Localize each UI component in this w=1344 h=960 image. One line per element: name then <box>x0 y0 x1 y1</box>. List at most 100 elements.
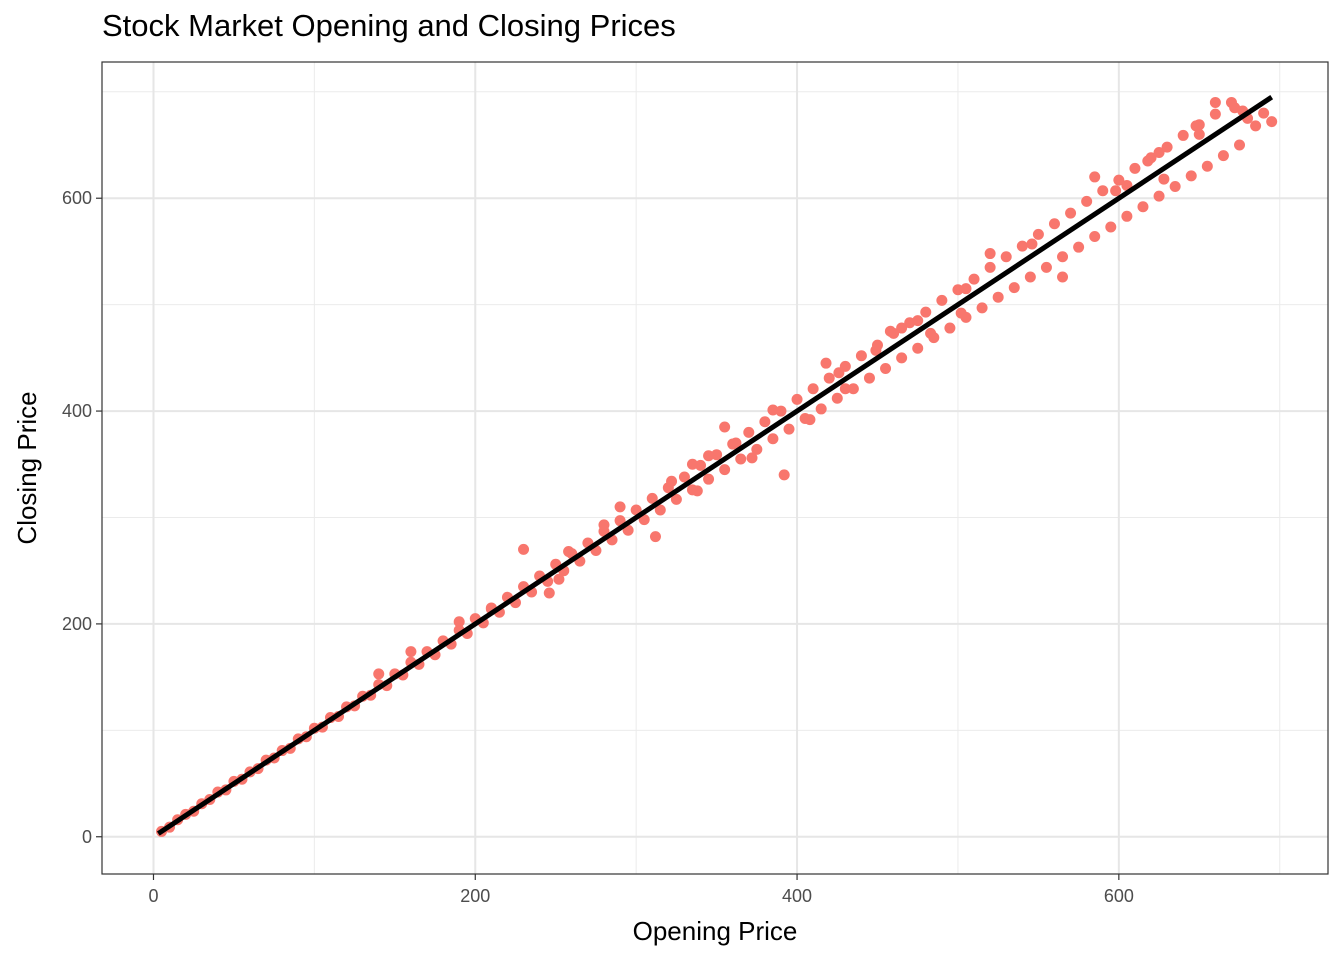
data-point <box>598 519 610 531</box>
data-point <box>791 393 803 405</box>
data-point <box>925 327 937 339</box>
data-point <box>695 459 707 471</box>
data-point <box>823 372 835 384</box>
data-point <box>614 501 626 513</box>
x-tick-label: 200 <box>460 886 490 906</box>
x-tick-label: 400 <box>782 886 812 906</box>
data-point <box>1032 228 1044 240</box>
data-point <box>1057 251 1069 263</box>
data-point <box>373 668 385 680</box>
data-point <box>992 291 1004 303</box>
data-point <box>1158 173 1170 185</box>
data-point <box>767 404 779 416</box>
data-point <box>1169 181 1181 193</box>
data-point <box>831 392 843 404</box>
data-point <box>1089 171 1101 183</box>
data-point <box>405 646 417 658</box>
data-point <box>1185 170 1197 182</box>
y-axis-title: Closing Price <box>12 391 42 544</box>
data-point <box>815 403 827 415</box>
data-point <box>1153 190 1165 202</box>
data-point <box>884 325 896 337</box>
data-point <box>783 423 795 435</box>
data-point <box>453 616 465 628</box>
data-point <box>719 464 731 476</box>
data-point <box>984 261 996 273</box>
y-tick-label: 400 <box>62 401 92 421</box>
data-point <box>670 493 682 505</box>
data-point <box>678 471 690 483</box>
data-point <box>649 531 661 543</box>
data-point <box>1129 162 1141 174</box>
data-point <box>1258 107 1270 119</box>
data-point <box>863 372 875 384</box>
data-point <box>912 315 924 327</box>
data-point <box>1209 96 1221 108</box>
data-point <box>880 362 892 374</box>
data-point <box>767 433 779 445</box>
data-point <box>691 485 703 497</box>
data-point <box>1193 128 1205 140</box>
data-point <box>1105 221 1117 233</box>
data-point <box>1113 174 1125 186</box>
y-tick-label: 600 <box>62 188 92 208</box>
data-point <box>976 302 988 314</box>
data-point <box>855 350 867 362</box>
data-point <box>952 284 964 296</box>
data-point <box>759 416 771 428</box>
data-point <box>1048 218 1060 230</box>
data-point <box>711 449 723 461</box>
data-point <box>896 322 908 334</box>
data-point <box>1026 238 1038 250</box>
trend-line <box>156 95 1274 836</box>
data-point <box>1161 141 1173 153</box>
data-point <box>735 453 747 465</box>
y-axis-ticks: 0 200 400 600 <box>62 188 102 847</box>
data-point <box>1008 282 1020 294</box>
data-point <box>912 342 924 354</box>
data-point <box>518 543 530 555</box>
data-point <box>1024 271 1036 283</box>
data-point <box>1089 231 1101 243</box>
data-point <box>820 357 832 369</box>
x-tick-label: 0 <box>148 886 158 906</box>
data-point <box>553 573 565 585</box>
data-point <box>804 414 816 426</box>
data-point <box>686 458 698 470</box>
plot-border <box>101 61 1329 875</box>
data-point <box>775 405 787 417</box>
data-point <box>1234 139 1246 151</box>
data-point <box>870 344 882 356</box>
data-point <box>778 469 790 481</box>
minor-gridlines <box>102 62 1328 874</box>
data-point <box>1065 207 1077 219</box>
x-axis-ticks: 0 200 400 600 <box>148 874 1134 906</box>
data-point <box>1016 240 1028 252</box>
data-point <box>1177 129 1189 141</box>
data-point <box>807 383 819 395</box>
data-point <box>563 546 575 558</box>
y-tick-label: 0 <box>82 827 92 847</box>
major-gridlines <box>102 62 1328 874</box>
data-point <box>1190 120 1202 132</box>
data-point <box>944 322 956 334</box>
data-point <box>1121 210 1133 222</box>
chart-title: Stock Market Opening and Closing Prices <box>102 8 676 43</box>
data-point <box>654 504 666 516</box>
data-point <box>646 492 658 504</box>
x-tick-label: 600 <box>1104 886 1134 906</box>
data-point <box>1137 201 1149 213</box>
data-point <box>936 294 948 306</box>
data-point <box>743 426 755 438</box>
data-point <box>896 352 908 364</box>
data-point <box>543 587 555 599</box>
data-point <box>984 248 996 260</box>
data-point <box>1250 120 1262 132</box>
data-point <box>1000 251 1012 263</box>
data-point <box>1266 116 1278 128</box>
data-point <box>703 473 715 485</box>
data-point <box>730 437 742 449</box>
x-axis-title: Opening Price <box>633 916 798 946</box>
data-point <box>968 273 980 285</box>
